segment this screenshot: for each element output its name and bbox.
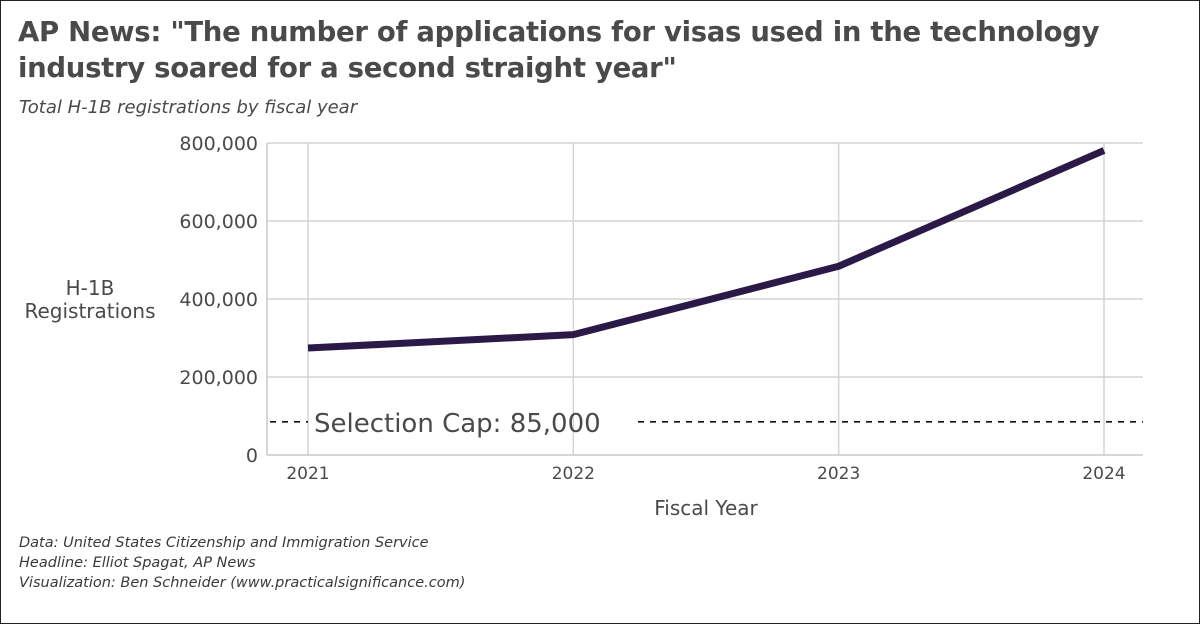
y-axis-title-line-1: H-1B [66, 276, 115, 300]
caption-visualization-credit: Visualization: Ben Schneider (www.practi… [19, 575, 466, 591]
x-axis-title: Fiscal Year [654, 496, 758, 520]
x-tick-label: 2022 [552, 464, 595, 484]
selection-cap-label: Selection Cap: 85,000 [314, 409, 601, 439]
annotations: Selection Cap: 85,000 [270, 409, 1143, 439]
x-tick-label: 2021 [286, 464, 329, 484]
y-tick-label: 800,000 [179, 133, 258, 155]
y-tick-label: 600,000 [179, 211, 258, 233]
x-tick-label: 2024 [1082, 464, 1125, 484]
y-tick-label: 200,000 [179, 367, 258, 389]
caption-data-source: Data: United States Citizenship and Immi… [19, 535, 429, 551]
x-tick-label: 2023 [817, 464, 860, 484]
axis-labels: Fiscal Year H-1B Registrations 0 200,000 4… [24, 133, 1125, 520]
registrations-line [307, 147, 1106, 352]
chart-caption: Data: United States Citizenship and Immi… [19, 533, 465, 593]
y-tick-label: 400,000 [179, 289, 258, 311]
axes [266, 143, 1143, 456]
chart-subtitle: Total H-1B registrations by fiscal year [19, 97, 358, 118]
y-tick-label: 0 [246, 445, 258, 467]
chart-title: AP News: "The number of applications for… [18, 16, 1100, 84]
data-series [307, 147, 1106, 352]
y-axis-title-line-2: Registrations [24, 299, 155, 323]
caption-headline-credit: Headline: Elliot Spagat, AP News [19, 555, 256, 571]
